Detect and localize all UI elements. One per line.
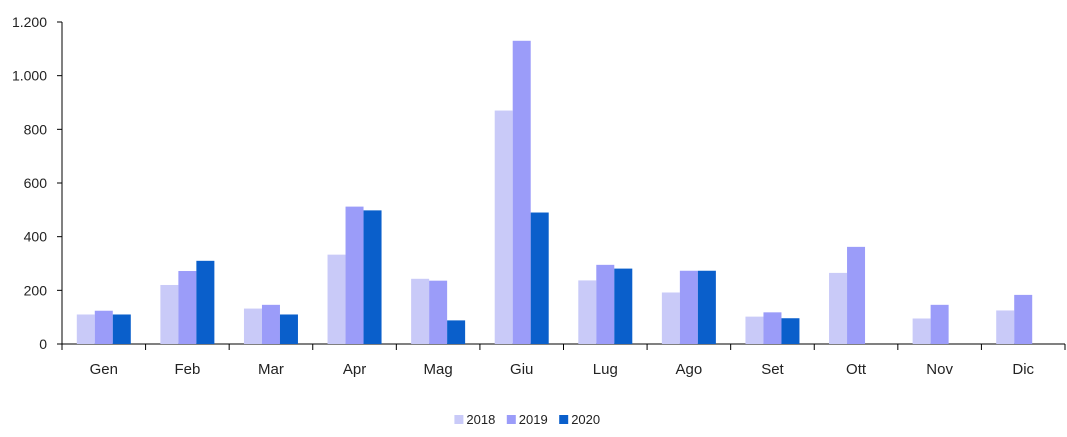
x-tick-label: Apr <box>343 361 366 378</box>
bar-2018-apr <box>327 254 346 344</box>
bar-2020-giu <box>530 212 549 344</box>
bar-2020-mag <box>447 320 466 344</box>
legend-label-2018: 2018 <box>466 412 495 427</box>
y-tick-label: 0 <box>39 336 47 352</box>
x-tick-label: Set <box>761 361 784 378</box>
x-tick-label: Feb <box>174 361 200 378</box>
bar-2018-mag <box>411 278 430 344</box>
legend-swatch-2018 <box>454 415 464 424</box>
bar-2019-giu <box>512 40 531 345</box>
x-tick-label: Lug <box>593 361 618 378</box>
bar-2018-feb <box>160 284 179 344</box>
bar-2018-set <box>745 316 764 344</box>
bar-2019-lug <box>596 264 615 344</box>
y-tick-label: 200 <box>24 282 48 298</box>
bar-2018-giu <box>494 110 513 344</box>
legend-label-2019: 2019 <box>519 412 548 427</box>
bar-2019-feb <box>178 271 197 344</box>
bar-2018-gen <box>76 314 95 344</box>
bars <box>76 40 1033 345</box>
x-tick-label: Giu <box>510 361 533 378</box>
bar-2019-ott <box>847 246 866 344</box>
x-tick-label: Mag <box>424 361 453 378</box>
legend-label-2020: 2020 <box>571 412 600 427</box>
x-tick-label: Nov <box>926 361 953 378</box>
y-tick-label: 1.000 <box>12 68 47 84</box>
bar-2019-apr <box>345 206 364 344</box>
bar-2019-mar <box>261 304 280 344</box>
bar-2018-ott <box>829 272 848 344</box>
bar-2020-ago <box>697 270 716 344</box>
legend: 2018 2019 2020 <box>454 412 600 427</box>
x-tick-label: Mar <box>258 361 284 378</box>
bar-2019-dic <box>1014 294 1033 344</box>
bar-2018-nov <box>912 318 931 344</box>
x-axis: Gen Feb Mar Apr Mag Giu Lug Ago Set Ott Nov Dic <box>61 343 1066 378</box>
y-tick-label: 800 <box>24 121 48 137</box>
x-tick-label: Ago <box>676 361 703 378</box>
y-tick-label: 600 <box>24 175 48 191</box>
legend-swatch-2020 <box>559 415 569 424</box>
y-tick-label: 1.200 <box>12 14 47 30</box>
bar-2019-set <box>763 312 782 344</box>
bar-2018-lug <box>578 280 597 344</box>
bar-2018-ago <box>661 292 680 344</box>
bar-2019-ago <box>679 270 698 344</box>
bar-2020-feb <box>196 260 215 344</box>
bar-2019-mag <box>429 280 448 344</box>
y-axis: 0 200 400 600 800 1.000 1.200 <box>12 14 63 352</box>
x-tick-label: Ott <box>846 361 867 378</box>
x-tick-label: Gen <box>90 361 118 378</box>
bar-2020-lug <box>614 268 633 344</box>
bar-2019-nov <box>930 304 949 344</box>
bar-2018-mar <box>243 308 262 344</box>
bar-2019-gen <box>94 310 113 344</box>
bar-2020-gen <box>112 314 131 344</box>
bar-2018-dic <box>996 310 1015 344</box>
bar-2020-mar <box>279 314 298 344</box>
legend-swatch-2019 <box>506 415 516 424</box>
bar-2020-apr <box>363 210 382 344</box>
bar-2020-set <box>781 318 800 344</box>
y-tick-label: 400 <box>24 229 48 245</box>
x-tick-label: Dic <box>1012 361 1034 378</box>
